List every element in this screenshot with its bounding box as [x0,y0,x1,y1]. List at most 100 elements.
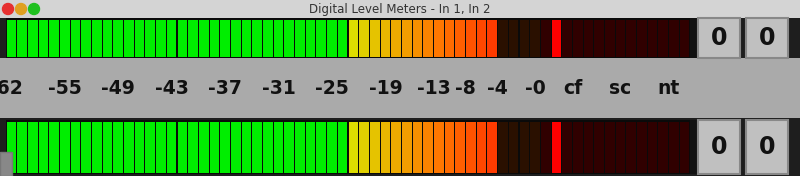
FancyBboxPatch shape [102,20,112,56]
FancyBboxPatch shape [562,121,572,172]
Text: cf: cf [563,78,582,98]
Text: sc: sc [610,78,632,98]
FancyBboxPatch shape [6,20,16,56]
FancyBboxPatch shape [648,20,658,56]
FancyBboxPatch shape [317,121,326,172]
FancyBboxPatch shape [669,121,678,172]
FancyBboxPatch shape [658,121,668,172]
FancyBboxPatch shape [359,121,369,172]
FancyBboxPatch shape [0,0,800,18]
FancyBboxPatch shape [38,20,48,56]
FancyBboxPatch shape [381,20,390,56]
Text: Digital Level Meters - In 1, In 2: Digital Level Meters - In 1, In 2 [310,2,490,15]
FancyBboxPatch shape [370,20,379,56]
FancyBboxPatch shape [423,20,433,56]
FancyBboxPatch shape [242,20,251,56]
FancyBboxPatch shape [102,121,112,172]
FancyBboxPatch shape [18,121,27,172]
FancyBboxPatch shape [455,20,465,56]
FancyBboxPatch shape [616,20,626,56]
FancyBboxPatch shape [70,121,80,172]
FancyBboxPatch shape [50,121,59,172]
FancyBboxPatch shape [616,121,626,172]
FancyBboxPatch shape [551,121,562,172]
Text: 0: 0 [758,135,775,159]
FancyBboxPatch shape [498,121,508,172]
Text: 0: 0 [758,26,775,50]
FancyBboxPatch shape [114,20,123,56]
FancyBboxPatch shape [231,20,241,56]
FancyBboxPatch shape [6,120,690,174]
FancyBboxPatch shape [338,121,347,172]
FancyBboxPatch shape [50,20,59,56]
FancyBboxPatch shape [402,121,411,172]
FancyBboxPatch shape [60,20,70,56]
FancyBboxPatch shape [242,121,251,172]
FancyBboxPatch shape [509,20,518,56]
FancyBboxPatch shape [28,20,38,56]
FancyBboxPatch shape [295,121,305,172]
FancyBboxPatch shape [210,121,219,172]
FancyBboxPatch shape [359,20,369,56]
FancyBboxPatch shape [551,20,562,56]
FancyBboxPatch shape [605,20,614,56]
FancyBboxPatch shape [509,121,518,172]
Circle shape [2,4,14,14]
FancyBboxPatch shape [60,121,70,172]
FancyBboxPatch shape [698,120,740,174]
FancyBboxPatch shape [519,121,529,172]
FancyBboxPatch shape [370,121,379,172]
Text: -31: -31 [262,78,295,98]
FancyBboxPatch shape [669,20,678,56]
FancyBboxPatch shape [530,20,540,56]
FancyBboxPatch shape [70,20,80,56]
FancyBboxPatch shape [391,20,401,56]
FancyBboxPatch shape [551,121,562,172]
FancyBboxPatch shape [146,121,155,172]
FancyBboxPatch shape [626,20,636,56]
FancyBboxPatch shape [573,121,582,172]
FancyBboxPatch shape [381,121,390,172]
FancyBboxPatch shape [82,121,91,172]
Text: -25: -25 [315,78,349,98]
FancyBboxPatch shape [498,20,508,56]
FancyBboxPatch shape [477,20,486,56]
FancyBboxPatch shape [134,20,145,56]
FancyBboxPatch shape [413,121,422,172]
FancyBboxPatch shape [746,120,788,174]
FancyBboxPatch shape [146,20,155,56]
FancyBboxPatch shape [423,121,433,172]
FancyBboxPatch shape [156,121,166,172]
Text: -55: -55 [48,78,82,98]
FancyBboxPatch shape [274,121,283,172]
FancyBboxPatch shape [349,121,358,172]
FancyBboxPatch shape [680,121,690,172]
Text: 0: 0 [710,26,727,50]
Text: -4: -4 [487,78,508,98]
FancyBboxPatch shape [466,121,476,172]
Text: nt: nt [658,78,680,98]
FancyBboxPatch shape [327,121,337,172]
FancyBboxPatch shape [188,121,198,172]
FancyBboxPatch shape [134,121,145,172]
FancyBboxPatch shape [327,20,337,56]
FancyBboxPatch shape [306,20,315,56]
FancyBboxPatch shape [605,121,614,172]
FancyBboxPatch shape [220,121,230,172]
FancyBboxPatch shape [263,121,273,172]
FancyBboxPatch shape [274,20,283,56]
FancyBboxPatch shape [0,152,12,176]
FancyBboxPatch shape [746,18,788,58]
FancyBboxPatch shape [124,20,134,56]
FancyBboxPatch shape [349,20,358,56]
FancyBboxPatch shape [317,20,326,56]
FancyBboxPatch shape [434,121,444,172]
FancyBboxPatch shape [199,20,209,56]
Text: -19: -19 [369,78,402,98]
Text: -37: -37 [208,78,242,98]
FancyBboxPatch shape [584,20,594,56]
FancyBboxPatch shape [156,20,166,56]
Text: 0: 0 [710,135,727,159]
FancyBboxPatch shape [18,20,27,56]
FancyBboxPatch shape [178,121,187,172]
